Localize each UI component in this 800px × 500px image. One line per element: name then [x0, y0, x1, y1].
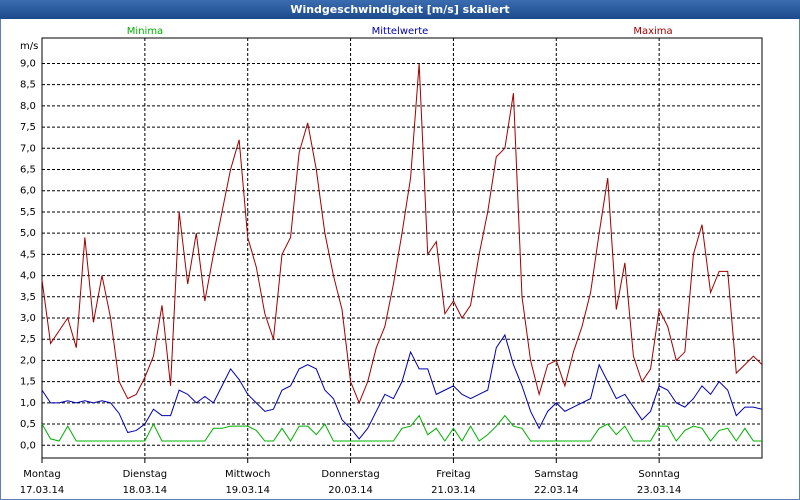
y-tick-label: 4,5: [20, 249, 36, 260]
day-label: Samstag: [534, 469, 578, 480]
y-tick-label: 9,0: [20, 58, 36, 69]
y-tick-label: 1,0: [20, 398, 36, 409]
y-tick-label: 3,0: [20, 313, 36, 324]
y-tick-label: 6,0: [20, 186, 36, 197]
y-tick-label: 7,0: [20, 143, 36, 154]
date-label: 21.03.14: [431, 485, 476, 496]
y-tick-label: 6,5: [20, 165, 36, 176]
plot-frame: [41, 37, 763, 459]
date-label: 18.03.14: [123, 485, 168, 496]
day-label: Dienstag: [123, 469, 168, 480]
y-tick-label: 3,5: [20, 292, 36, 303]
day-label: Montag: [23, 469, 60, 480]
chart-title: Windgeschwindigkeit [m/s] skaliert: [290, 3, 509, 16]
date-label: 17.03.14: [20, 485, 65, 496]
y-tick-label: 1,5: [20, 377, 36, 388]
date-label: 19.03.14: [225, 485, 270, 496]
date-label: 20.03.14: [328, 485, 373, 496]
y-tick-label: 8,5: [20, 80, 36, 91]
data-line: [41, 414, 762, 442]
day-label: Donnerstag: [321, 469, 379, 480]
day-label: Mittwoch: [225, 469, 270, 480]
legend-label: Minima: [127, 26, 163, 37]
title-bar: [0, 0, 800, 19]
y-tick-label: 2,5: [20, 334, 36, 345]
y-tick-label: 0,5: [20, 419, 36, 430]
date-label: 22.03.14: [534, 485, 579, 496]
y-tick-label: 5,0: [20, 228, 36, 239]
y-tick-label: 7,5: [20, 122, 36, 133]
y-tick-label: 8,0: [20, 101, 36, 112]
y-tick-label: 2,0: [20, 355, 36, 366]
date-label: 23.03.14: [637, 485, 682, 496]
data-line: [41, 333, 763, 440]
legend-label: Maxima: [633, 26, 672, 37]
y-axis-label: m/s: [20, 41, 38, 52]
y-tick-label: 5,5: [20, 207, 36, 218]
day-label: Freitag: [436, 469, 470, 480]
data-line: [41, 63, 763, 405]
day-label: Sonntag: [638, 469, 680, 480]
y-tick-label: 0,0: [20, 440, 36, 451]
legend-label: Mittelwerte: [372, 26, 429, 37]
y-tick-label: 4,0: [20, 271, 36, 282]
